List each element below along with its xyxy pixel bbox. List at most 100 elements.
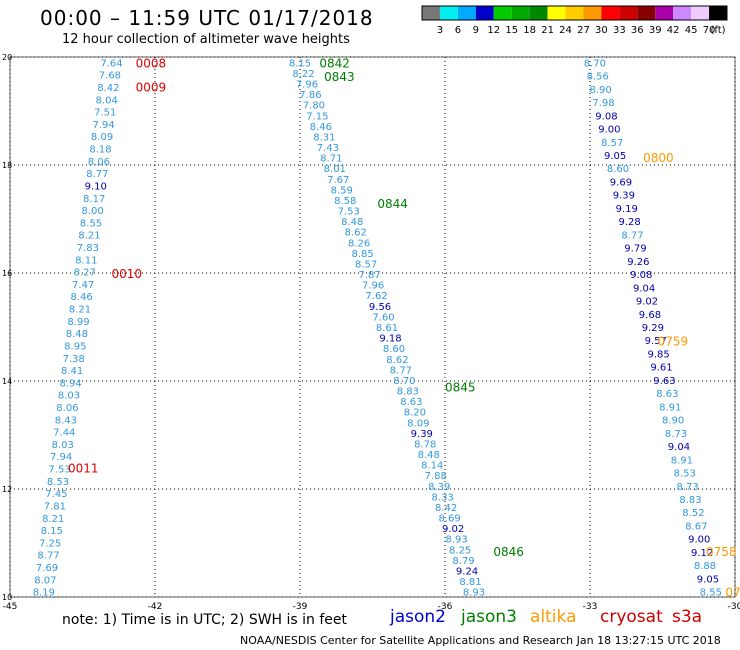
wave-height-value: 8.62 — [386, 355, 408, 366]
pass-time-label: 0758 — [706, 545, 737, 559]
pass-time-label: 0009 — [136, 81, 167, 95]
wave-height-value: 8.93 — [463, 588, 485, 599]
wave-height-value: 7.43 — [317, 143, 339, 154]
wave-height-value: 8.60 — [607, 164, 629, 175]
pass-time-label: 0842 — [319, 56, 350, 70]
x-tick-label: -30 — [728, 602, 740, 612]
wave-height-value: 8.07 — [34, 575, 56, 586]
wave-height-value: 7.25 — [39, 538, 61, 549]
wave-height-value: 9.05 — [697, 574, 719, 585]
wave-height-value: 8.14 — [421, 461, 443, 472]
wave-height-value: 9.00 — [598, 125, 620, 136]
colorbar-swatch — [619, 6, 638, 20]
wave-height-value: 8.71 — [320, 154, 342, 165]
colorbar-swatch — [493, 6, 512, 20]
pass-time-label: 0800 — [643, 151, 674, 165]
wave-height-value: 9.69 — [610, 177, 632, 188]
wave-height-value: 7.98 — [592, 98, 614, 109]
wave-height-value: 9.02 — [636, 297, 658, 308]
wave-height-value: 8.83 — [397, 387, 419, 398]
y-tick-label: 16 — [2, 269, 12, 278]
wave-height-value: 7.96 — [296, 80, 318, 91]
wave-height-value: 8.58 — [334, 196, 356, 207]
pass-time-label: 0844 — [377, 197, 408, 211]
wave-height-value: 8.19 — [33, 588, 55, 599]
colorbar-swatch — [547, 6, 566, 20]
wave-height-value: 8.33 — [432, 492, 454, 503]
wave-height-value: 7.69 — [36, 563, 58, 574]
wave-height-value: 9.29 — [642, 323, 664, 334]
wave-height-value: 8.09 — [407, 418, 429, 429]
legend-jason2: jason2 — [390, 607, 446, 627]
wave-height-value: 8.42 — [435, 503, 457, 514]
wave-height-value: 9.24 — [456, 566, 478, 577]
wave-height-value: 7.45 — [45, 489, 67, 500]
wave-height-value: 7.94 — [92, 120, 114, 131]
colorbar-label: 45 — [685, 25, 698, 36]
pass-time-label: 0845 — [445, 380, 476, 394]
pass-time-label: 0757 — [725, 586, 740, 600]
colorbar-label: 12 — [487, 25, 500, 36]
x-tick-label: -45 — [3, 602, 18, 612]
wave-height-value: 8.15 — [289, 58, 311, 69]
wave-height-value: 8.73 — [677, 482, 699, 493]
wave-height-value: 8.57 — [355, 259, 377, 270]
colorbar-swatch — [511, 6, 530, 20]
colorbar-label: 42 — [667, 25, 680, 36]
wave-height-value: 9.39 — [411, 429, 433, 440]
wave-height-value: 8.63 — [400, 397, 422, 408]
wave-height-value: 7.51 — [94, 108, 116, 119]
wave-height-value: 9.05 — [604, 151, 626, 162]
y-tick-label: 18 — [2, 161, 12, 170]
wave-height-value: 8.57 — [601, 138, 623, 149]
wave-height-value: 8.77 — [86, 169, 108, 180]
wave-height-value: 7.87 — [358, 270, 380, 281]
colorbar-label: 6 — [455, 25, 461, 36]
legend-jason3: jason3 — [461, 607, 517, 627]
legend-s3a: s3a — [672, 607, 703, 627]
wave-height-value: 8.91 — [659, 402, 681, 413]
wave-height-value: 8.46 — [70, 292, 92, 303]
wave-height-value: 8.77 — [390, 365, 412, 376]
wave-height-value: 8.31 — [313, 132, 335, 143]
wave-height-value: 8.55 — [80, 218, 102, 229]
wave-height-value: 8.56 — [587, 72, 609, 83]
colorbar-label: 39 — [649, 25, 662, 36]
wave-height-value: 8.70 — [393, 376, 415, 387]
wave-height-value: 8.79 — [452, 556, 474, 567]
wave-height-value: 8.48 — [341, 217, 363, 228]
page-subtitle: 12 hour collection of altimeter wave hei… — [62, 32, 350, 47]
wave-height-value: 8.90 — [662, 416, 684, 427]
wave-height-value: 8.25 — [449, 545, 471, 556]
wave-height-value: 8.59 — [331, 185, 353, 196]
wave-height-value: 8.91 — [671, 455, 693, 466]
x-tick-label: -33 — [583, 602, 598, 612]
colorbar-swatch — [475, 6, 494, 20]
wave-height-value: 8.48 — [66, 329, 88, 340]
colorbar-swatch — [439, 6, 458, 20]
legend-cryosat: cryosat — [600, 607, 663, 627]
colorbar-label: (ft) — [710, 25, 725, 36]
wave-height-value: 8.20 — [404, 408, 426, 419]
wave-height-value: 8.62 — [345, 228, 367, 239]
wave-height-value: 9.56 — [369, 302, 391, 313]
wave-height-value: 8.42 — [97, 83, 119, 94]
wave-height-value: 8.48 — [418, 450, 440, 461]
wave-height-value: 7.83 — [77, 243, 99, 254]
wave-height-value: 8.55 — [700, 588, 722, 599]
wave-height-value: 8.95 — [64, 341, 86, 352]
colorbar-swatch — [583, 6, 602, 20]
wave-height-value: 8.11 — [75, 255, 97, 266]
colorbar-label: 70 — [703, 25, 716, 36]
page-title: 00:00 – 11:59 UTC 01/17/2018 — [40, 6, 374, 30]
colorbar-swatch — [457, 6, 476, 20]
wave-height-value: 9.08 — [595, 111, 617, 122]
colorbar-swatch — [422, 6, 440, 20]
colorbar-frame — [421, 5, 728, 21]
wave-height-value: 9.10 — [85, 181, 107, 192]
wave-height-value: 8.18 — [89, 145, 111, 156]
pass-time-label: 0846 — [493, 545, 524, 559]
wave-height-value: 7.80 — [303, 101, 325, 112]
wave-height-value: 8.53 — [47, 477, 69, 488]
